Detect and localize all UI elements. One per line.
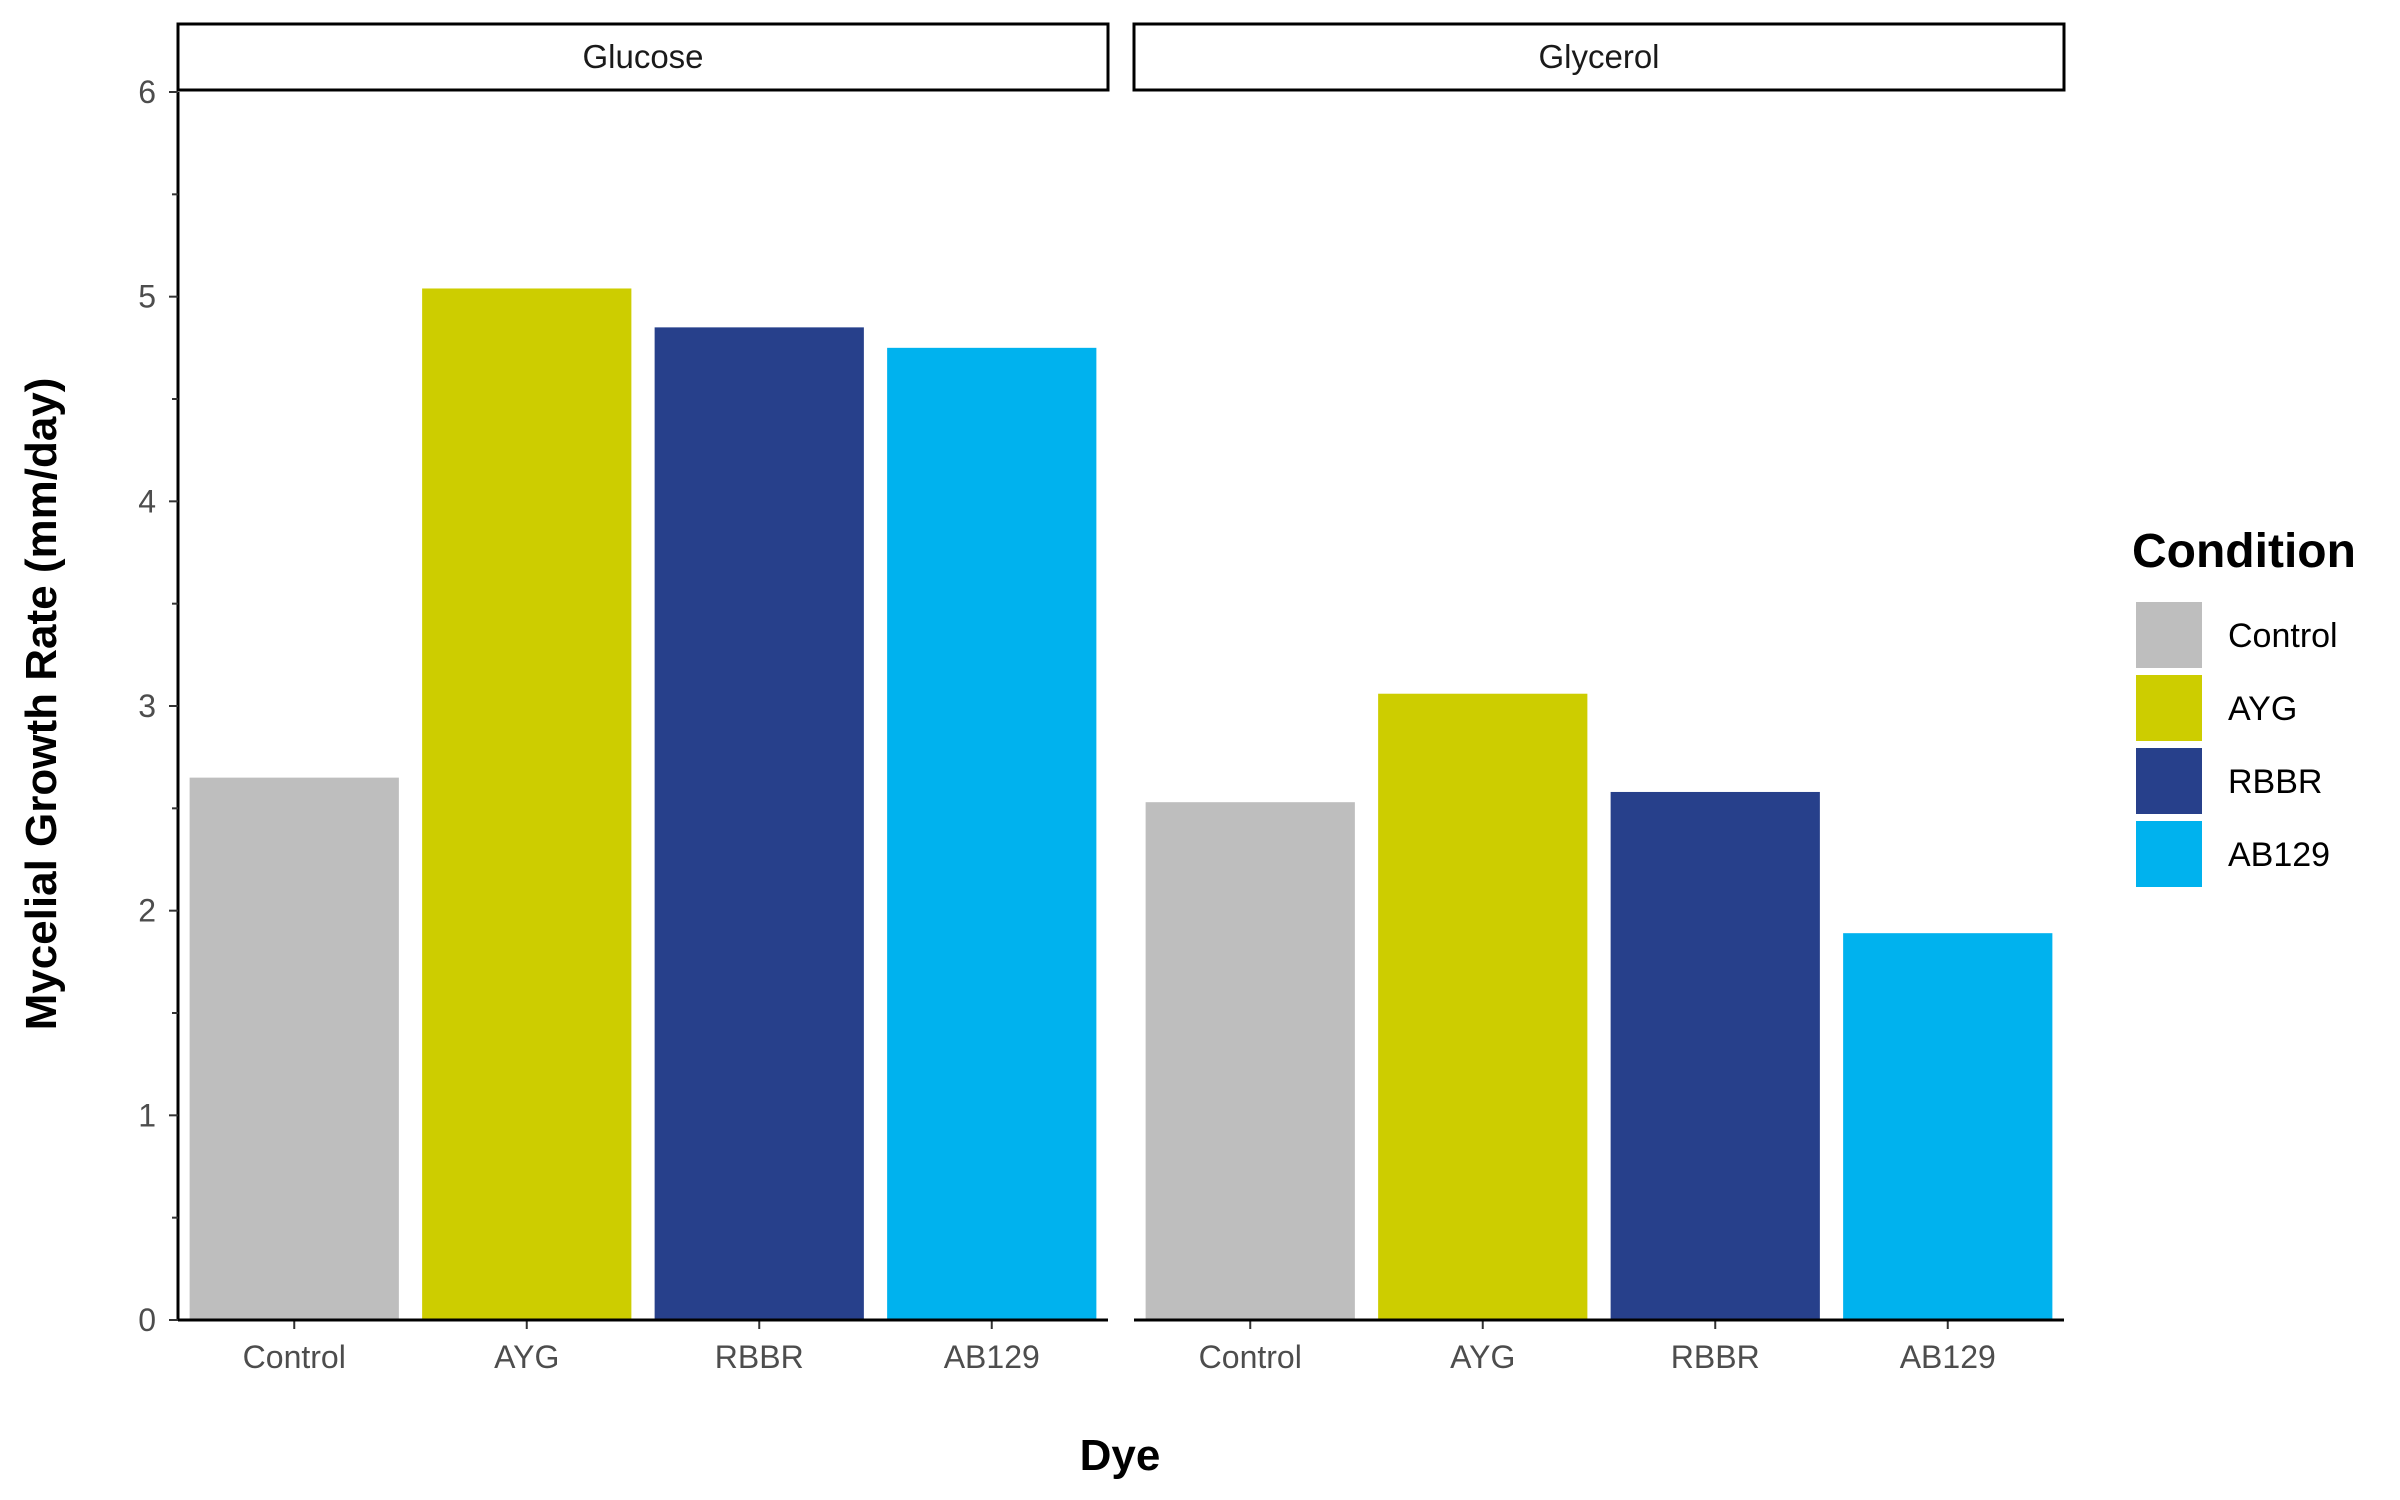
panel-strip-label: Glycerol: [1538, 38, 1659, 75]
bar-ab129: [887, 347, 1097, 1320]
y-tick-label: 1: [138, 1097, 156, 1133]
panel-1: Glycerol Control AYG RBBR AB129: [1132, 22, 2066, 1375]
legend-key-ab129: [2136, 821, 2202, 887]
bar-control: [1145, 802, 1355, 1320]
bar-rbbr: [654, 327, 864, 1320]
panel-strip: [176, 22, 1110, 92]
y-axis-title: Mycelial Growth Rate (mm/day): [17, 378, 66, 1031]
y-tick-label: 2: [138, 893, 156, 929]
legend-label: AB129: [2228, 836, 2330, 874]
panel-strip-label: Glucose: [582, 38, 703, 75]
legend-key-rbbr: [2136, 748, 2202, 814]
y-tick-label: 0: [138, 1302, 156, 1338]
legend: Condition Control AYG RBBR AB129: [2132, 525, 2356, 887]
panel-0: Glucose Control AYG RBBR AB129: [176, 22, 1110, 1375]
x-tick-label: AB129: [944, 1339, 1040, 1375]
bar-ayg: [1378, 693, 1588, 1320]
legend-label: Control: [2228, 617, 2338, 655]
y-tick-label: 6: [138, 74, 156, 110]
x-tick-label: RBBR: [1671, 1339, 1760, 1375]
x-tick-label: RBBR: [715, 1339, 804, 1375]
legend-key-control: [2136, 602, 2202, 668]
x-tick-label: AYG: [494, 1339, 559, 1375]
y-tick-label: 3: [138, 688, 156, 724]
bar-control: [189, 777, 399, 1320]
legend-title: Condition: [2132, 525, 2356, 578]
y-tick-label: 4: [138, 483, 156, 519]
bar-ab129: [1843, 933, 2053, 1320]
bar-rbbr: [1610, 791, 1820, 1320]
legend-key-ayg: [2136, 675, 2202, 741]
panel-strip: [1132, 22, 2066, 92]
x-axis-title: Dye: [1080, 1431, 1161, 1480]
y-axis: 0 1 2 3 4 5 6: [138, 74, 180, 1338]
x-tick-label: AB129: [1900, 1339, 1996, 1375]
y-tick-label: 5: [138, 279, 156, 315]
legend-label: RBBR: [2228, 763, 2322, 801]
bar-ayg: [422, 288, 632, 1321]
x-tick-label: Control: [243, 1339, 346, 1375]
legend-label: AYG: [2228, 690, 2297, 728]
panels-layer: Glucose Control AYG RBBR AB129 Glycerol Contro…: [176, 22, 2066, 1375]
x-tick-label: Control: [1199, 1339, 1302, 1375]
x-tick-label: AYG: [1450, 1339, 1515, 1375]
